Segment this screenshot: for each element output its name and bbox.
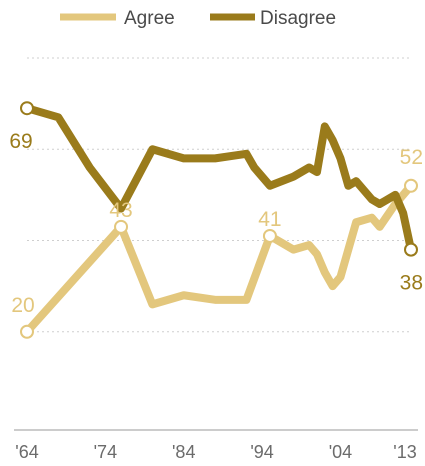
data-label: 43 [109, 199, 132, 222]
x-tick-label: '64 [15, 442, 38, 462]
data-point-marker [114, 219, 129, 234]
data-point-marker [404, 242, 418, 257]
data-labels: 20 43 41 52 69 38 [9, 130, 423, 317]
data-point-marker [20, 101, 34, 116]
data-label: 38 [400, 272, 423, 295]
data-label: 20 [11, 294, 34, 317]
x-tick-label: '84 [172, 442, 195, 462]
series-lines [20, 101, 418, 339]
data-point-marker [20, 324, 34, 339]
legend: Agree Disagree [60, 8, 336, 29]
data-label: 52 [400, 146, 423, 169]
data-point-marker [262, 228, 277, 243]
x-tick-label: '13 [393, 442, 416, 462]
legend-label-disagree: Disagree [260, 8, 336, 29]
series-line-disagree [23, 104, 415, 254]
x-tick-label: '04 [329, 442, 352, 462]
series-line-agree [23, 181, 415, 336]
x-tick-label: '94 [250, 442, 273, 462]
legend-label-agree: Agree [124, 8, 175, 29]
data-point-marker [404, 178, 418, 193]
x-axis: '64 '74 '84 '94 '04 '13 [15, 442, 416, 462]
gridlines [14, 57, 418, 431]
data-label: 69 [9, 130, 32, 153]
data-label: 41 [258, 208, 281, 231]
x-tick-label: '74 [94, 442, 117, 462]
